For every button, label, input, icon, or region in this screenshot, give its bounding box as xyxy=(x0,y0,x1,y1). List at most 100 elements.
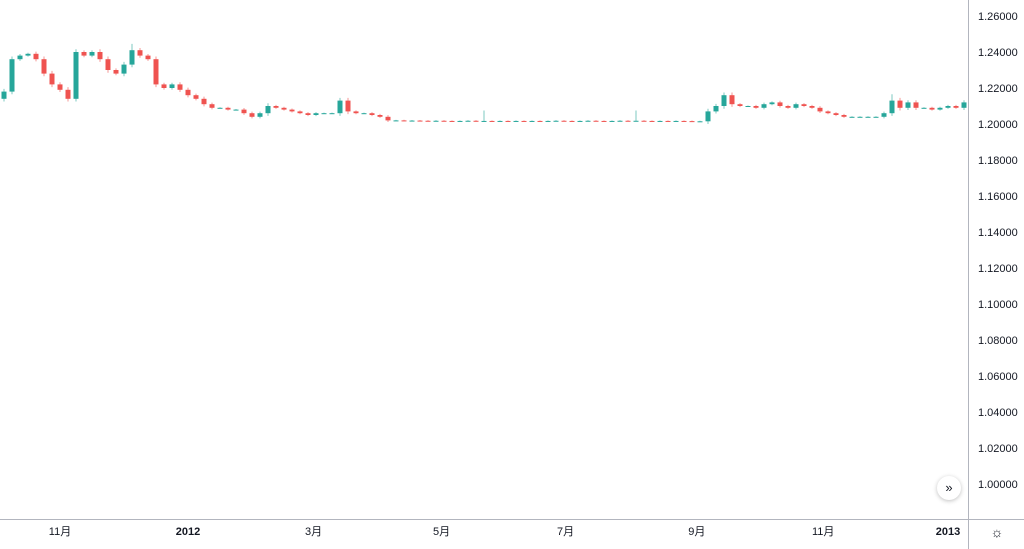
candle-body xyxy=(113,70,119,74)
time-tick-label: 2013 xyxy=(936,526,960,538)
candle-body xyxy=(561,120,567,122)
price-tick-label: 1.04000 xyxy=(978,407,1018,419)
time-tick-label: 11月 xyxy=(812,526,834,538)
candle-body xyxy=(665,120,671,122)
price-tick-label: 1.08000 xyxy=(978,335,1018,347)
candle-body xyxy=(673,120,679,122)
candle-body xyxy=(17,55,23,60)
candle-body xyxy=(129,50,135,65)
candle-body xyxy=(409,120,415,122)
candle-body xyxy=(705,111,711,122)
time-tick-label: 11月 xyxy=(49,526,71,538)
candle-body xyxy=(937,107,943,110)
candle-body xyxy=(753,106,759,108)
candle-body xyxy=(241,109,247,114)
candle-body xyxy=(433,120,439,122)
candle-body xyxy=(833,113,839,115)
candle-body xyxy=(537,120,543,122)
candle-body xyxy=(145,55,151,60)
candle-body xyxy=(841,115,847,117)
candle-body xyxy=(697,121,703,123)
candle-body xyxy=(489,120,495,122)
candle-body xyxy=(217,107,223,109)
candle-body xyxy=(49,73,55,85)
candle-body xyxy=(89,52,95,56)
time-tick-label: 3月 xyxy=(305,526,322,538)
candle-body xyxy=(625,120,631,122)
candle-body xyxy=(897,100,903,108)
candle-body xyxy=(417,120,423,122)
candle-body xyxy=(721,95,727,106)
candle-body xyxy=(329,113,335,115)
price-tick-label: 1.14000 xyxy=(978,227,1018,239)
candle-body xyxy=(289,109,295,112)
candle-body xyxy=(177,84,183,90)
candle-body xyxy=(121,64,127,74)
candle-body xyxy=(865,116,871,118)
candle-body xyxy=(569,120,575,122)
price-tick-label: 1.18000 xyxy=(978,155,1018,167)
candle-body xyxy=(513,120,519,122)
settings-button[interactable]: ☼ xyxy=(987,522,1007,542)
candle-body xyxy=(1,91,7,99)
candle-body xyxy=(401,120,407,122)
double-chevron-right-icon: » xyxy=(945,480,953,495)
scroll-to-realtime-button[interactable]: » xyxy=(937,476,961,500)
candle-body xyxy=(97,52,103,60)
candle-body xyxy=(593,120,599,122)
candle-body xyxy=(193,95,199,99)
candle-body xyxy=(465,120,471,122)
candle-body xyxy=(577,120,583,122)
candle-body xyxy=(681,120,687,122)
candle-body xyxy=(449,120,455,122)
candle-body xyxy=(793,104,799,108)
candle-body xyxy=(761,104,767,108)
candle-body xyxy=(265,106,271,114)
candle-body xyxy=(529,120,535,122)
candle-body xyxy=(233,109,239,111)
candle-body xyxy=(881,113,887,117)
price-tick-label: 1.22000 xyxy=(978,83,1018,95)
candle-body xyxy=(617,120,623,122)
candle-body xyxy=(369,113,375,115)
candle-body xyxy=(809,106,815,108)
candle-body xyxy=(689,121,695,123)
price-tick-label: 1.16000 xyxy=(978,191,1018,203)
candle-body xyxy=(849,116,855,118)
candle-body xyxy=(481,120,487,122)
candle-body xyxy=(601,120,607,122)
candle-body xyxy=(137,50,143,56)
candle-body xyxy=(321,113,327,115)
price-tick-label: 1.02000 xyxy=(978,443,1018,455)
candle-body xyxy=(353,111,359,114)
candle-body xyxy=(769,102,775,105)
candle-body xyxy=(657,120,663,122)
candle-body xyxy=(713,106,719,112)
candle-body xyxy=(209,104,215,108)
time-tick-label: 5月 xyxy=(433,526,450,538)
candle-body xyxy=(873,116,879,118)
time-tick-label: 9月 xyxy=(688,526,705,538)
candle-body xyxy=(945,106,951,108)
price-tick-label: 1.20000 xyxy=(978,119,1018,131)
candle-body xyxy=(169,84,175,88)
candle-body xyxy=(497,120,503,122)
candle-body xyxy=(585,120,591,122)
candle-body xyxy=(905,102,911,108)
price-tick-label: 1.24000 xyxy=(978,47,1018,59)
candle-body xyxy=(457,120,463,122)
candle-body xyxy=(33,53,39,60)
candle-body xyxy=(281,107,287,110)
candle-body xyxy=(297,111,303,114)
candle-body xyxy=(305,113,311,115)
candle-body xyxy=(745,106,751,107)
price-tick-label: 1.06000 xyxy=(978,371,1018,383)
candle-body xyxy=(249,113,255,117)
candle-body xyxy=(913,102,919,108)
candle-body xyxy=(857,116,863,118)
candle-body xyxy=(345,100,351,112)
candle-body xyxy=(57,84,63,90)
candle-body xyxy=(153,59,159,85)
price-tick-label: 1.00000 xyxy=(978,479,1018,491)
